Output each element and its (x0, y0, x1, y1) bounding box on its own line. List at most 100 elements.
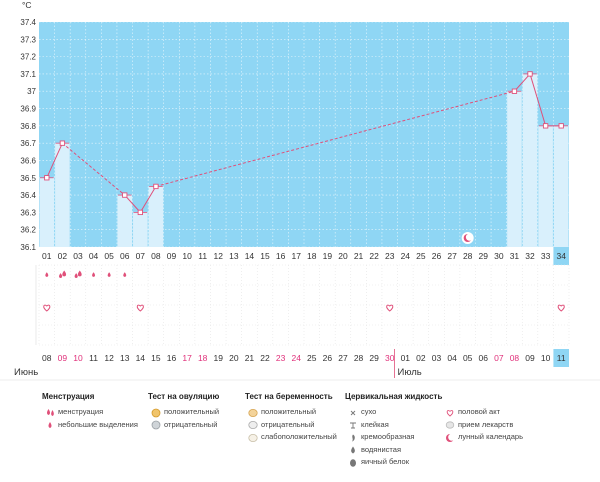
temperature-point[interactable] (527, 71, 533, 77)
date-label: 08 (510, 353, 520, 363)
y-tick-label: 36.5 (20, 174, 36, 183)
temperature-point[interactable] (558, 123, 564, 129)
temperature-bar[interactable] (507, 91, 522, 247)
pregnancy-negative-icon (247, 420, 259, 435)
legend-item: менструация (42, 406, 138, 419)
y-tick-label: 37.4 (20, 18, 36, 27)
cycle-day-label: 27 (447, 251, 457, 261)
legend-item-label: отрицательный (164, 419, 218, 429)
legend-item: сухо (345, 406, 442, 419)
cycle-day-label: 11 (198, 251, 207, 261)
cycle-day-label: 09 (167, 251, 177, 261)
legend-group: Менструация менструация небольшие выделени… (42, 392, 138, 431)
date-label: 20 (229, 353, 239, 363)
date-label: 30 (385, 353, 395, 363)
light-drop-icon (45, 272, 49, 277)
cycle-day-label: 10 (182, 251, 192, 261)
temperature-bar[interactable] (538, 125, 553, 247)
cycle-day-label: 16 (276, 251, 286, 261)
temperature-point[interactable] (44, 175, 50, 181)
date-label: 04 (447, 353, 457, 363)
date-label: 28 (354, 353, 364, 363)
cycle-day-label: 13 (229, 251, 239, 261)
legend-item-label: половой акт (458, 407, 501, 416)
legend-group-title (442, 392, 523, 401)
temperature-bar[interactable] (39, 177, 55, 247)
date-label: 22 (260, 353, 270, 363)
legend-item: слабоположительный (245, 431, 337, 444)
date-label: 16 (167, 353, 177, 363)
legend-item: небольшие выделения (42, 419, 138, 432)
legend-group-title: Менструация (42, 392, 95, 401)
legend-group: Цервикальная жидкость сухо клейкая кремообр… (345, 392, 442, 469)
cycle-day-label: 01 (42, 251, 52, 261)
pregnancy-positive-icon (247, 408, 259, 423)
temperature-point[interactable] (122, 192, 128, 198)
cycle-day-label: 23 (385, 251, 395, 261)
light-drop-icon (107, 272, 111, 277)
date-label: 06 (479, 353, 489, 363)
legend-item-label: отрицательный (261, 419, 315, 429)
cycle-day-label: 05 (104, 251, 114, 261)
legend-item: положительный (148, 406, 219, 419)
date-label: 09 (58, 353, 68, 363)
temperature-bar[interactable] (117, 195, 133, 247)
temperature-line (62, 142, 126, 196)
y-tick-label: 36.1 (20, 243, 36, 252)
date-label: 11 (557, 353, 566, 363)
date-label: 19 (214, 353, 224, 363)
pregnancy-weak-icon (247, 433, 259, 448)
legend-item-label: клейкая (361, 419, 389, 429)
legend-item: положительный (245, 406, 337, 419)
temperature-bar[interactable] (55, 143, 70, 247)
date-label: 15 (151, 353, 161, 363)
creamy-icon (347, 433, 359, 448)
ovulation-positive-icon (150, 408, 162, 423)
legend-item: отрицательный (148, 419, 219, 432)
temperature-point[interactable] (59, 140, 66, 146)
temperature-line (46, 142, 63, 178)
y-tick-label: 36.3 (20, 208, 36, 217)
legend-item-label: прием лекарств (458, 419, 514, 429)
heavy-drop-icon (44, 408, 56, 423)
legend-item-label: лунный календарь (458, 432, 524, 442)
heart-icon (43, 304, 51, 312)
temperature-bar[interactable] (148, 186, 164, 247)
date-label: 23 (276, 353, 286, 363)
current-day-highlight (553, 247, 569, 265)
cycle-day-label: 12 (214, 251, 224, 261)
heavy-drop-icon (62, 270, 67, 277)
temperature-point[interactable] (511, 88, 518, 94)
date-label: 25 (307, 353, 317, 363)
cycle-day-label: 33 (541, 251, 551, 261)
legend-item-label: сухо (361, 407, 377, 416)
temperature-point[interactable] (137, 209, 143, 216)
temperature-point[interactable] (542, 123, 549, 129)
y-tick-label: 37.1 (20, 70, 36, 79)
heart-icon (386, 304, 394, 312)
legend-group: Тест на овуляцию положительный отрицательн… (148, 392, 219, 431)
cycle-day-label: 31 (510, 251, 520, 261)
legend-group: половой акт прием лекарств лунный календар… (442, 392, 523, 444)
y-tick-label: 36.8 (20, 122, 36, 131)
temperature-line (155, 90, 515, 187)
cycle-day-label: 15 (260, 251, 270, 261)
heavy-drop-icon (74, 273, 78, 278)
date-label: 18 (198, 353, 208, 363)
temperature-bar[interactable] (133, 212, 148, 247)
date-label: 21 (245, 353, 255, 363)
date-label: 05 (463, 353, 473, 363)
watery-icon (347, 445, 359, 460)
temperature-bar[interactable] (553, 125, 569, 247)
cycle-day-label: 07 (136, 251, 146, 261)
date-label: 26 (323, 353, 333, 363)
temperature-point[interactable] (153, 183, 159, 190)
temperature-bar[interactable] (522, 73, 538, 247)
legend-item-label: слабоположительный (261, 432, 337, 442)
legend-item-label: положительный (164, 407, 220, 416)
legend-group: Тест на беременность положительный отрицат… (245, 392, 337, 444)
temperature-line (529, 73, 547, 126)
legend-item-label: менструация (58, 407, 104, 416)
y-tick-label: 37.2 (20, 53, 36, 62)
cycle-day-label: 28 (463, 251, 473, 261)
